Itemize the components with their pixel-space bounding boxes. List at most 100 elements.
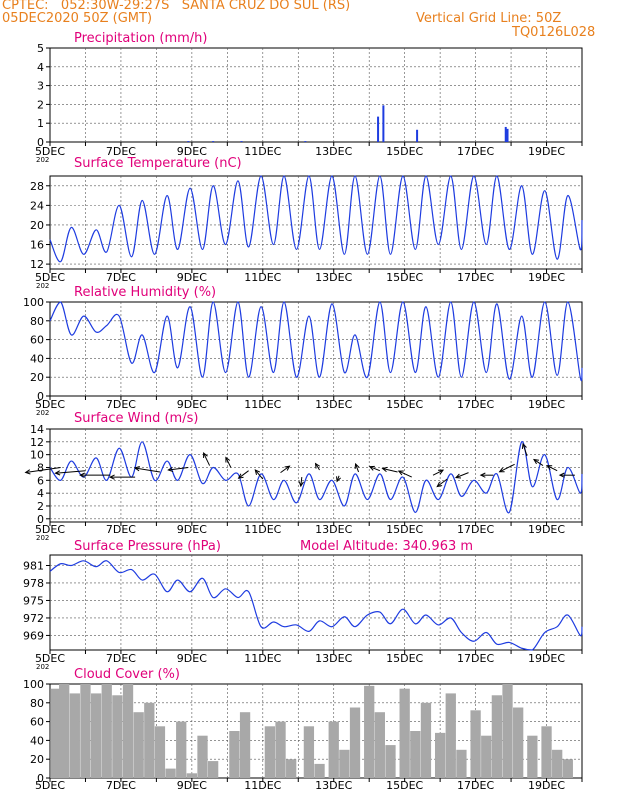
wind-ytick-label: 12 <box>30 436 44 449</box>
cloud-bar <box>133 712 144 778</box>
wind-vector-head <box>284 465 291 471</box>
rh-xtick-label: 17DEC <box>457 398 494 411</box>
precip-year-stub: 202 <box>36 156 49 164</box>
wind-vector-head <box>397 470 404 476</box>
wind-vector-head <box>521 442 527 449</box>
temp-xtick-label: 5DEC <box>35 271 65 284</box>
temp-ytick-label: 12 <box>30 258 44 271</box>
cloud-bar <box>491 695 503 778</box>
precip-bar <box>212 141 215 142</box>
wind-vector <box>355 463 360 473</box>
precip-bar <box>377 116 380 142</box>
rh-xtick-label: 9DEC <box>177 398 207 411</box>
wind-vector-head <box>438 469 445 475</box>
cloud-bar <box>513 707 524 778</box>
temp-ytick-label: 24 <box>30 199 44 212</box>
pres-xtick-label: 9DEC <box>177 652 207 665</box>
cloud-bar <box>80 684 91 778</box>
cloud-bar <box>69 693 80 778</box>
cloud-xtick-label: 7DEC <box>106 779 136 792</box>
wind-vector-head <box>225 456 231 463</box>
wind-xtick-label: 5DEC <box>35 523 65 536</box>
cloud-bar <box>176 721 187 778</box>
wind-vector <box>522 443 528 457</box>
pres-ytick-label: 981 <box>23 559 44 572</box>
cloud-bar <box>328 721 339 778</box>
cloud-bar <box>165 768 176 778</box>
wind-vector-head <box>133 466 140 472</box>
cloud-bar <box>399 688 410 778</box>
cloud-bar <box>410 731 421 778</box>
rh-series-line <box>49 301 583 382</box>
wind-vector-head <box>298 481 304 488</box>
rh-frame <box>49 301 583 397</box>
precip-bar <box>304 141 307 142</box>
rh-xtick-label: 11DEC <box>244 398 281 411</box>
grid-header: Vertical Grid Line: 50Z <box>416 11 562 26</box>
wind-vector <box>499 463 515 473</box>
rh-ytick-label: 80 <box>30 315 44 328</box>
cloud-title: Cloud Cover (%) <box>74 667 180 682</box>
rh-ytick-label: 20 <box>30 371 44 384</box>
wind-vector-head <box>558 472 565 478</box>
wind-vector-head <box>237 473 244 479</box>
cloud-ytick-label: 60 <box>30 716 44 729</box>
cloud-bar <box>154 726 166 778</box>
cloud-bar <box>456 749 467 778</box>
wind-vector-head <box>546 465 553 470</box>
cloud-bar <box>229 731 240 778</box>
precip-xtick-label: 17DEC <box>457 145 494 158</box>
wind-year-stub: 202 <box>36 534 49 542</box>
wind-vector-head <box>254 469 261 476</box>
cloud-xtick-label: 11DEC <box>244 779 281 792</box>
wind-xtick-label: 19DEC <box>528 523 565 536</box>
wind-vector-head <box>498 467 505 473</box>
wind-xtick-label: 17DEC <box>457 523 494 536</box>
precip-ytick-label: 2 <box>37 98 44 111</box>
cloud-xtick-label: 15DEC <box>386 779 423 792</box>
wind-vector <box>300 477 303 487</box>
pres-xtick-label: 11DEC <box>244 652 281 665</box>
rh-ytick-label: 40 <box>30 352 44 365</box>
wind-vector <box>203 452 211 466</box>
station-header: CPTEC: 052:30W-29:27S SANTA CRUZ DO SUL … <box>2 0 351 13</box>
cloud-bar <box>552 749 563 778</box>
precip-bar <box>187 141 190 142</box>
cloud-bar <box>197 735 208 778</box>
precip-xtick-label: 9DEC <box>177 145 207 158</box>
cloud-bar <box>59 684 70 778</box>
cloud-bar <box>481 735 492 778</box>
pres-ytick-label: 972 <box>23 612 44 625</box>
precip-bar <box>506 128 509 142</box>
wind-vector <box>134 467 161 473</box>
wind-vector <box>280 465 290 474</box>
wind-vector-head <box>54 470 61 476</box>
rh-year-stub: 202 <box>36 409 49 417</box>
cloud-bar <box>349 707 361 778</box>
cloud-bar <box>374 712 385 778</box>
temp-xtick-label: 9DEC <box>177 271 207 284</box>
precip-ytick-label: 5 <box>37 42 44 55</box>
rh-xtick-label: 13DEC <box>315 398 352 411</box>
cloud-bar <box>303 726 315 778</box>
date-header: 05DEC2020 50Z (GMT) <box>2 11 153 26</box>
wind-vector-head <box>167 466 174 473</box>
rh-ytick-label: 0 <box>37 390 44 403</box>
pres-ytick-label: 978 <box>23 577 44 590</box>
precip-bar <box>504 126 507 142</box>
pres-frame <box>49 554 583 651</box>
cloud-bar <box>420 702 432 778</box>
rh-xtick-label: 15DEC <box>386 398 423 411</box>
pres-xtick-label: 15DEC <box>386 652 423 665</box>
temp-ytick-label: 20 <box>30 219 44 232</box>
cloud-bar <box>541 726 552 778</box>
temp-xtick-label: 7DEC <box>106 271 136 284</box>
pres-altitude: Model Altitude: 340.963 m <box>300 539 473 554</box>
cloud-bar <box>122 684 134 778</box>
pres-xtick-label: 17DEC <box>457 652 494 665</box>
wind-vector <box>315 463 320 471</box>
wind-vector <box>382 467 398 473</box>
wind-vector <box>398 470 412 478</box>
precip-title: Precipitation (mm/h) <box>74 31 207 46</box>
